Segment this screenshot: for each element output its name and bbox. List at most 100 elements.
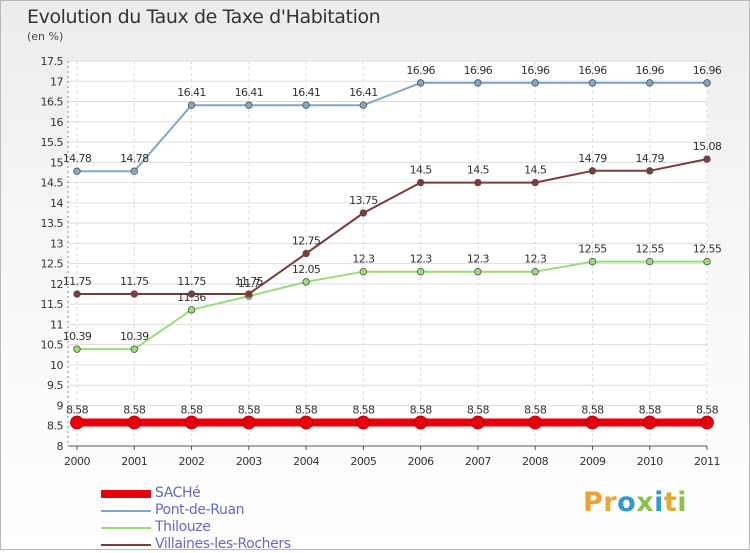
data-label: 12.3 <box>524 253 547 266</box>
data-point <box>646 167 654 175</box>
x-tick-label: 2001 <box>121 455 147 468</box>
data-label: 10.39 <box>63 330 92 343</box>
y-tick-label: 9 <box>57 399 64 412</box>
data-point <box>130 290 138 298</box>
data-point <box>703 257 711 266</box>
data-label: 8.58 <box>524 403 547 416</box>
data-point <box>416 268 425 276</box>
data-point <box>187 101 196 109</box>
legend-label-villaines-les-rochers: Villaines-les-Rochers <box>155 536 291 552</box>
data-label: 8.58 <box>352 403 375 416</box>
data-point <box>299 415 313 430</box>
data-label: 16.96 <box>406 64 435 77</box>
data-label: 12.05 <box>292 263 321 276</box>
plot-area <box>68 61 707 446</box>
y-tick-label: 8.5 <box>47 420 63 433</box>
y-tick-label: 13 <box>50 237 63 250</box>
legend-swatch-villaines-les-rochers <box>101 544 151 546</box>
data-point <box>474 79 482 87</box>
data-point <box>241 415 256 430</box>
data-label: 12.3 <box>352 253 375 266</box>
data-label: 14.5 <box>524 164 547 177</box>
data-label: 16.41 <box>292 86 321 99</box>
data-point <box>359 268 368 276</box>
x-tick-label: 2004 <box>293 455 319 468</box>
data-point <box>130 167 138 175</box>
y-tick-label: 9.5 <box>47 379 63 392</box>
data-point <box>73 290 81 298</box>
proxiti-logo: Proxiti <box>583 487 687 518</box>
data-point <box>187 290 196 298</box>
data-label: 11.75 <box>120 275 149 288</box>
legend-label-pont-de-ruan: Pont-de-Ruan <box>155 502 245 518</box>
data-point <box>302 278 310 286</box>
data-point <box>70 415 84 430</box>
data-point <box>413 415 428 430</box>
data-point <box>531 178 539 187</box>
x-tick-label: 2009 <box>579 455 605 468</box>
data-label: 12.75 <box>292 235 321 248</box>
y-tick-label: 16.5 <box>41 96 64 109</box>
data-point <box>73 167 81 175</box>
data-point <box>130 345 138 353</box>
y-tick-label: 11 <box>50 318 63 331</box>
data-point <box>245 101 253 109</box>
series-line <box>77 81 707 173</box>
data-label: 14.78 <box>63 152 92 165</box>
legend-swatch-thilouze <box>101 527 151 529</box>
data-point <box>588 167 597 175</box>
data-label: 14.79 <box>578 152 607 165</box>
y-tick-label: 8 <box>57 440 64 453</box>
data-label: 8.58 <box>295 403 318 416</box>
data-label: 12.55 <box>635 243 664 256</box>
logo-letter: P <box>583 487 604 518</box>
data-label: 12.3 <box>467 253 490 266</box>
data-label: 8.58 <box>238 403 261 416</box>
data-label: 16.41 <box>349 86 378 99</box>
data-point <box>642 415 657 430</box>
data-point <box>588 257 597 266</box>
y-tick-label: 10.5 <box>41 339 64 352</box>
legend-swatch-sache <box>101 490 151 498</box>
data-label: 16.96 <box>635 64 664 77</box>
data-label: 14.5 <box>410 164 433 177</box>
x-tick-label: 2006 <box>408 455 434 468</box>
data-point <box>356 415 371 430</box>
legend-label-thilouze: Thilouze <box>155 519 211 535</box>
x-tick-label: 2000 <box>64 455 90 468</box>
y-tick-label: 12.5 <box>41 258 64 271</box>
logo-letter: i <box>654 487 664 518</box>
data-label: 11.75 <box>63 275 92 288</box>
x-tick-label: 2002 <box>179 455 205 468</box>
x-tick-label: 2010 <box>637 455 663 468</box>
y-tick-label: 15 <box>50 156 63 169</box>
data-label: 14.79 <box>635 152 664 165</box>
data-label: 14.5 <box>467 164 490 177</box>
data-label: 8.58 <box>467 403 490 416</box>
y-tick-label: 11.5 <box>41 298 64 311</box>
data-point <box>531 79 539 87</box>
data-label: 15.08 <box>693 140 722 153</box>
series-line <box>77 260 707 351</box>
logo-letter: t <box>663 487 678 518</box>
data-label: 16.96 <box>578 64 607 77</box>
data-label: 12.3 <box>410 253 433 266</box>
data-point <box>359 209 368 217</box>
data-label: 8.58 <box>66 403 89 416</box>
data-label: 16.96 <box>521 64 550 77</box>
data-point <box>187 306 196 314</box>
data-label: 8.58 <box>639 403 662 416</box>
data-point <box>588 79 597 87</box>
data-label: 14.78 <box>120 152 149 165</box>
y-tick-label: 10 <box>50 359 63 372</box>
data-point <box>700 415 714 430</box>
data-point <box>703 155 711 163</box>
x-tick-label: 2005 <box>350 455 376 468</box>
data-point <box>474 178 482 187</box>
y-tick-label: 17 <box>50 75 63 88</box>
data-label: 10.39 <box>120 330 149 343</box>
logo-letter: r <box>603 487 618 518</box>
x-tick-label: 2003 <box>236 455 262 468</box>
